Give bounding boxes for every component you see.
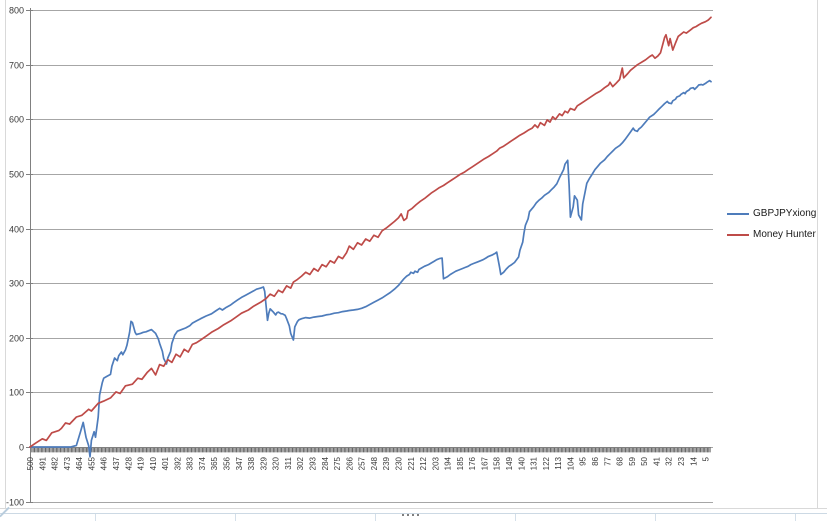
legend-label: Money Hunter [753, 229, 816, 240]
x-axis-label: 266 [345, 456, 354, 470]
x-axis-label: 410 [149, 456, 158, 470]
x-axis-label: 149 [505, 456, 514, 470]
series-line-gbpjpyxiong[interactable] [29, 79, 712, 458]
x-axis-label: 68 [616, 456, 625, 465]
legend-key-line [727, 213, 749, 215]
x-axis-label: 59 [628, 456, 637, 465]
x-axis-label: 221 [407, 456, 416, 470]
x-axis-label: 41 [652, 456, 661, 465]
y-axis-label: 800 [9, 6, 24, 16]
x-axis-label: 248 [370, 456, 379, 470]
x-axis-label: 356 [223, 456, 232, 470]
x-axis-label: 365 [210, 456, 219, 470]
x-axis-label: 77 [603, 456, 612, 465]
x-axis-label: 32 [665, 456, 674, 465]
y-axis-label: 100 [9, 388, 24, 398]
x-axis-label: 203 [431, 456, 440, 470]
y-axis-label: 0 [19, 443, 24, 453]
x-axis-label: 320 [272, 456, 281, 470]
x-axis-label: 293 [308, 456, 317, 470]
x-axis-label: 284 [321, 456, 330, 470]
legend-key-line [727, 234, 749, 236]
x-axis-label: 104 [566, 456, 575, 470]
legend-entry-gbpjpyxiong[interactable]: GBPJPYxiong [727, 207, 816, 221]
y-axis-label: 600 [9, 115, 24, 125]
x-axis-label: 194 [444, 456, 453, 470]
legend-entry-money-hunter[interactable]: Money Hunter [727, 228, 816, 242]
x-axis-label: 383 [186, 456, 195, 470]
x-axis-label: 86 [591, 456, 600, 465]
x-axis-label: 140 [517, 456, 526, 470]
x-axis-label: 212 [419, 456, 428, 470]
chart-border-bottom [0, 508, 827, 509]
x-axis-label: 230 [394, 456, 403, 470]
x-axis-label: 5 [702, 456, 711, 461]
series-line-money-hunter[interactable] [29, 16, 712, 448]
x-axis-label: 167 [480, 456, 489, 470]
x-axis-label: 50 [640, 456, 649, 465]
y-axis-label: 700 [9, 61, 24, 71]
x-axis-label: 347 [235, 456, 244, 470]
x-axis-label: 446 [100, 456, 109, 470]
x-axis-label: 491 [38, 456, 47, 470]
x-axis-label: 338 [247, 456, 256, 470]
x-axis-label: 419 [137, 456, 146, 470]
y-axis-ticks [26, 10, 33, 503]
worksheet-cell-line [375, 514, 376, 521]
x-axis-label: 95 [579, 456, 588, 465]
worksheet-row-line [0, 513, 827, 514]
x-axis-label: 374 [198, 456, 207, 470]
x-axis-label: 392 [173, 456, 182, 470]
x-axis-label: 257 [358, 456, 367, 470]
y-axis-label: 500 [9, 170, 24, 180]
y-axis-labels: 800 700 600 500 400 300 200 100 0 -100 [6, 6, 24, 508]
x-axis-label: 23 [677, 456, 686, 465]
y-axis-label: -100 [6, 498, 24, 508]
x-axis-label: 239 [382, 456, 391, 470]
x-axis-label: 329 [259, 456, 268, 470]
legend: GBPJPYxiong Money Hunter [727, 207, 816, 249]
worksheet-cell-line [515, 514, 516, 521]
x-axis-label: 122 [542, 456, 551, 470]
worksheet-cell-line [95, 514, 96, 521]
worksheet-cell-line [235, 514, 236, 521]
y-axis-label: 400 [9, 225, 24, 235]
x-axis-label: 14 [689, 456, 698, 465]
x-axis-label: 428 [124, 456, 133, 470]
x-axis-label: 131 [530, 456, 539, 470]
x-axis-label: 275 [333, 456, 342, 470]
x-axis-label: 311 [284, 456, 293, 469]
chart-resize-handle[interactable] [402, 514, 419, 516]
x-axis-label: 464 [75, 456, 84, 470]
x-axis-label: 482 [51, 456, 60, 470]
chart-border-left [5, 0, 6, 508]
legend-label: GBPJPYxiong [753, 208, 817, 219]
x-axis-label: 158 [493, 456, 502, 470]
x-axis-label: 176 [468, 456, 477, 470]
x-axis-labels: 500 491 482 473 464 455 446 437 428 419 410 401 392 3… [26, 456, 711, 470]
x-axis-label: 437 [112, 456, 121, 470]
x-axis-label: 500 [26, 456, 35, 470]
x-axis-label: 113 [554, 456, 563, 469]
y-axis-label: 300 [9, 279, 24, 289]
x-axis-label: 455 [87, 456, 96, 470]
x-axis-label: 401 [161, 456, 170, 470]
y-axis-label: 200 [9, 334, 24, 344]
x-axis-label: 302 [296, 456, 305, 470]
x-axis-label: 473 [63, 456, 72, 470]
worksheet-cell-line [655, 514, 656, 521]
worksheet-cell-line [795, 514, 796, 521]
x-axis-label: 185 [456, 456, 465, 470]
chart-border-right [817, 0, 818, 508]
